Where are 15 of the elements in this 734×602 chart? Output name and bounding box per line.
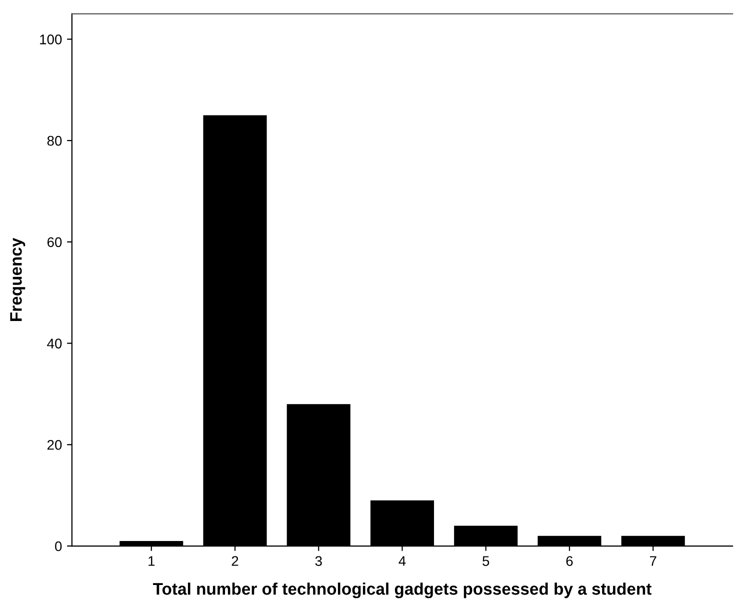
y-tick-label: 80 — [47, 136, 62, 146]
x-tick-label: 2 — [232, 556, 238, 566]
y-tick-label: 100 — [40, 34, 62, 44]
y-tick-label: 60 — [47, 237, 62, 248]
x-tick-label: 3 — [315, 556, 322, 566]
x-tick-label: 7 — [650, 556, 656, 566]
x-tick-label: 6 — [566, 556, 573, 566]
x-tick-label: 4 — [398, 556, 406, 566]
x-tick-label: 5 — [482, 556, 490, 566]
y-axis-title: Frequency — [10, 238, 26, 321]
y-tick-label: 0 — [55, 541, 62, 552]
x-tick-label: 1 — [148, 556, 155, 566]
y-tick-label: 20 — [47, 440, 62, 450]
x-axis-title: Total number of technological gadgets possessed by a student — [153, 582, 652, 598]
y-tick-label: 40 — [47, 338, 62, 348]
